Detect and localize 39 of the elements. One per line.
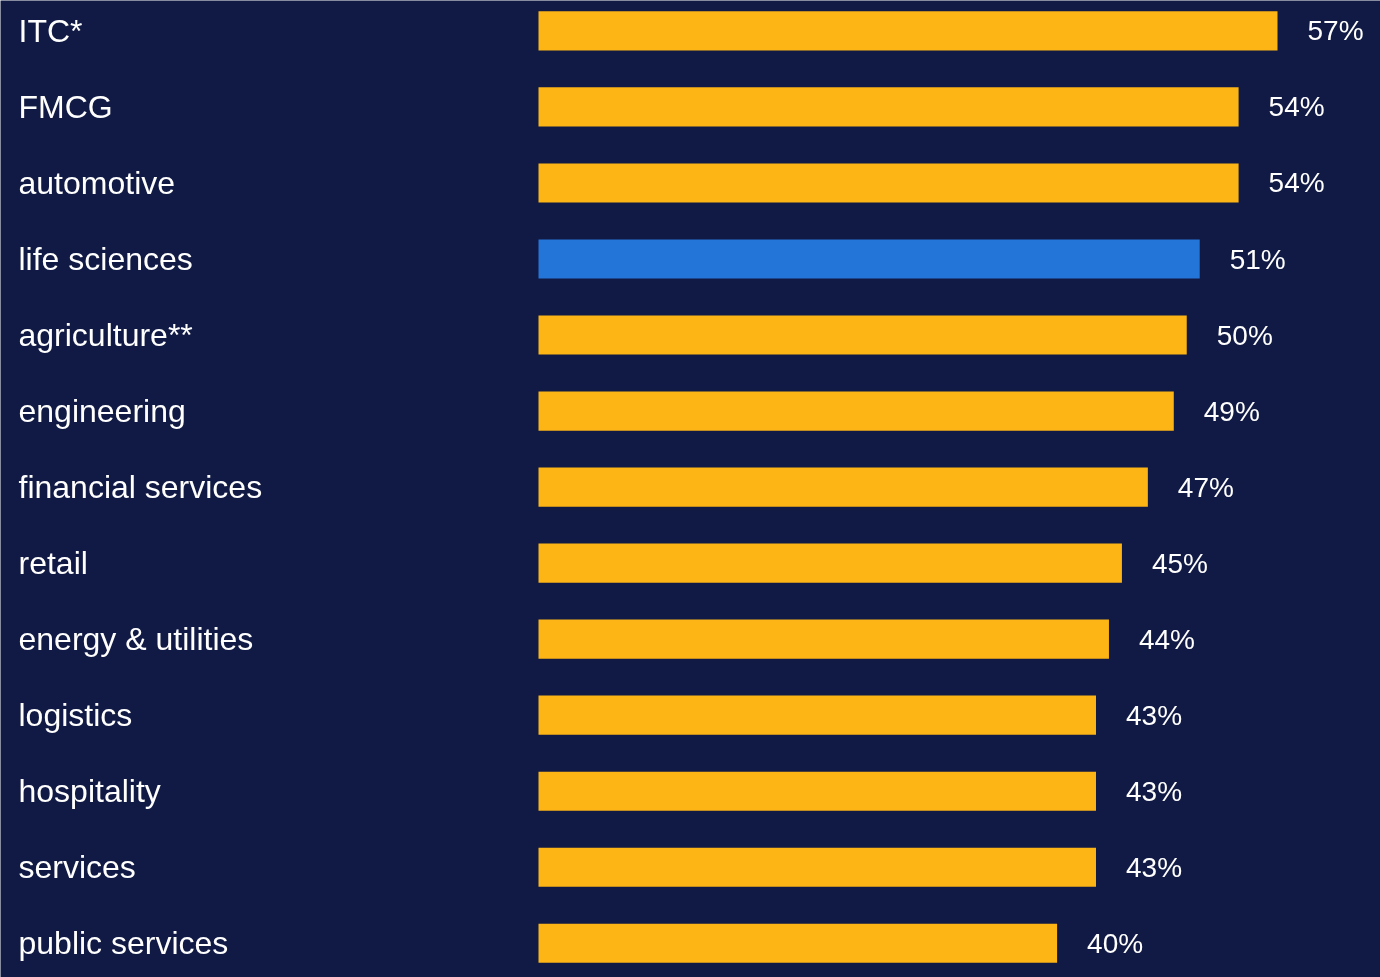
y-tick-label: agriculture**	[18, 317, 193, 354]
data-label: 50%	[1216, 319, 1273, 351]
y-tick-label: logistics	[18, 697, 133, 734]
data-label: 40%	[1087, 927, 1144, 959]
y-tick-label: hospitality	[18, 773, 161, 810]
y-tick-label: automotive	[18, 164, 176, 201]
bar	[538, 695, 1096, 735]
bar	[538, 923, 1058, 963]
y-tick-label: financial services	[18, 469, 263, 506]
y-tick-label: ITC*	[18, 12, 83, 49]
data-label: 43%	[1125, 851, 1183, 883]
bar	[538, 11, 1278, 51]
data-label: 43%	[1125, 775, 1183, 807]
bar	[538, 771, 1096, 811]
y-tick-label: services	[18, 849, 136, 886]
bar	[538, 391, 1174, 431]
y-tick-label: energy & utilities	[18, 621, 254, 658]
y-tick-label: FMCG	[18, 88, 113, 125]
bar	[538, 315, 1187, 355]
bar	[538, 847, 1096, 887]
data-label: 43%	[1125, 699, 1183, 731]
data-label: 47%	[1177, 471, 1234, 503]
data-label: 54%	[1268, 167, 1325, 199]
bar	[538, 467, 1148, 507]
y-tick-label: retail	[18, 545, 88, 582]
data-label: 49%	[1203, 395, 1260, 427]
data-label: 45%	[1151, 547, 1208, 579]
bar	[538, 543, 1122, 583]
data-label: 57%	[1307, 15, 1364, 47]
data-label: 54%	[1268, 91, 1325, 123]
y-tick-label: life sciences	[18, 241, 193, 278]
y-tick-label: engineering	[18, 393, 186, 430]
y-tick-label: public services	[18, 925, 229, 962]
bar	[538, 239, 1200, 279]
bar	[538, 619, 1109, 659]
data-label: 44%	[1138, 623, 1195, 655]
bar	[538, 163, 1239, 203]
bar	[538, 87, 1239, 127]
data-label: 51%	[1229, 243, 1286, 275]
